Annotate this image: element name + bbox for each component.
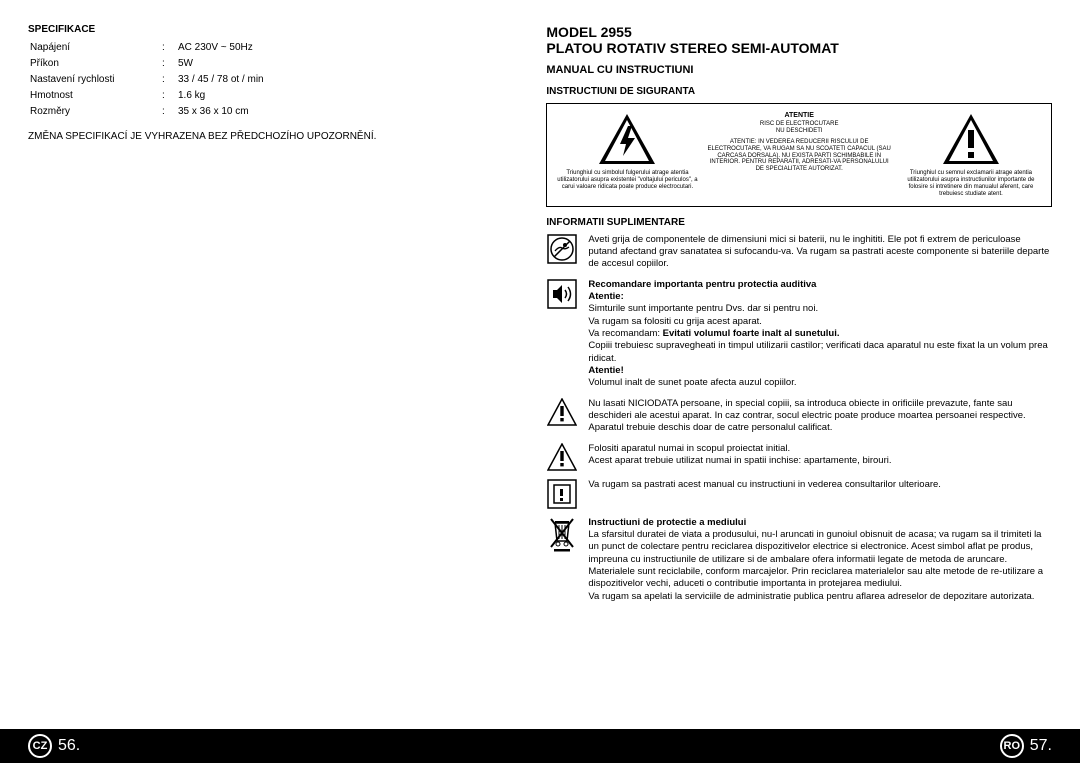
info-row-purpose: Folositi aparatul numai in scopul proiec…: [546, 443, 1052, 471]
spec-table: Napájení:AC 230V ~ 50Hz Příkon:5W Nastaven…: [28, 39, 266, 121]
page-number-right: 57.: [1030, 737, 1052, 755]
spec-row: Rozměry:35 x 36 x 10 cm: [30, 105, 264, 119]
warning-triangle-icon-2: [546, 443, 578, 471]
info-text-shock: Nu lasati NICIODATA persoane, in special…: [588, 398, 1052, 435]
hearing-attention2: Atentie!: [588, 365, 1052, 377]
info-text-smallparts: Aveti grija de componentele de dimensiun…: [588, 234, 1052, 271]
spec-value: 1.6 kg: [178, 89, 264, 103]
model-number: MODEL 2955: [546, 24, 1052, 40]
info-text-purpose: Folositi aparatul numai in scopul proiec…: [588, 443, 1052, 471]
spec-row: Nastavení rychlosti:33 / 45 / 78 ot / mi…: [30, 73, 264, 87]
warn-text-shock: Triunghiul cu simbolul fulgerului atrage…: [555, 170, 699, 191]
hearing-line-a: Simturile sunt importante pentru Dvs. da…: [588, 303, 1052, 315]
manual-title: MANUAL CU INSTRUCTIUNI: [546, 64, 1052, 76]
spec-value: 5W: [178, 57, 264, 71]
page: SPECIFIKACE Napájení:AC 230V ~ 50Hz Příko…: [0, 0, 1080, 720]
spec-label: Příkon: [30, 57, 160, 71]
manual-icon: [546, 479, 578, 509]
page-number-left: 56.: [58, 737, 80, 755]
spec-label: Rozměry: [30, 105, 160, 119]
safety-header: INSTRUCTIUNI DE SIGURANTA: [546, 86, 1052, 97]
page-footer: CZ 56. RO 57.: [0, 729, 1080, 763]
supplementary-header: INFORMATII SUPLIMENTARE: [546, 217, 1052, 228]
spec-value: 35 x 36 x 10 cm: [178, 105, 264, 119]
warn-risk: RISC DE ELECTROCUTARE NU DESCHIDETI: [760, 121, 839, 135]
lightning-triangle-icon: [597, 112, 657, 166]
country-code-right: RO: [1000, 734, 1024, 758]
footer-left: CZ 56.: [28, 734, 80, 758]
warn-head: ATENTIE: [784, 112, 813, 119]
info-row-shock: Nu lasati NICIODATA persoane, in special…: [546, 398, 1052, 435]
exclaim-triangle-icon: [941, 112, 1001, 166]
product-title: PLATOU ROTATIV STEREO SEMI-AUTOMAT: [546, 40, 1052, 56]
info-text-manual: Va rugam sa pastrati acest manual cu ins…: [588, 479, 1052, 509]
info-row-hearing: Recomandare importanta pentru protectia …: [546, 279, 1052, 390]
info-text-environment: Instructiuni de protectie a mediului La …: [588, 517, 1052, 603]
hearing-line-b: Va rugam sa folositi cu grija acest apar…: [588, 316, 1052, 328]
footer-right: RO 57.: [1000, 734, 1052, 758]
right-column: MODEL 2955 PLATOU ROTATIV STEREO SEMI-AU…: [518, 0, 1080, 720]
hearing-line-c: Va recomandam: Evitati volumul foarte in…: [588, 328, 1052, 340]
spec-value: 33 / 45 / 78 ot / min: [178, 73, 264, 87]
spec-label: Napájení: [30, 41, 160, 55]
hearing-line-e: Volumul inalt de sunet poate afecta auzu…: [588, 377, 1052, 389]
warn-col-center: ATENTIE RISC DE ELECTROCUTARE NU DESCHID…: [706, 112, 893, 198]
hearing-icon: [546, 279, 578, 390]
spec-value: AC 230V ~ 50Hz: [178, 41, 264, 55]
info-row-smallparts: Aveti grija de componentele de dimensiun…: [546, 234, 1052, 271]
info-text-hearing: Recomandare importanta pentru protectia …: [588, 279, 1052, 390]
warn-text-exclaim: Triunghiul cu semnul exclamarii atrage a…: [899, 170, 1043, 198]
info-row-environment: Instructiuni de protectie a mediului La …: [546, 517, 1052, 603]
spec-label: Hmotnost: [30, 89, 160, 103]
warning-triangle-icon: [546, 398, 578, 435]
weee-bin-icon: [546, 517, 578, 603]
spec-title: SPECIFIKACE: [28, 24, 490, 35]
left-column: SPECIFIKACE Napájení:AC 230V ~ 50Hz Příko…: [0, 0, 518, 720]
spec-label: Nastavení rychlosti: [30, 73, 160, 87]
spec-row: Příkon:5W: [30, 57, 264, 71]
warn-col-exclaim: Triunghiul cu semnul exclamarii atrage a…: [899, 112, 1043, 198]
no-swallow-icon: [546, 234, 578, 271]
spec-row: Hmotnost:1.6 kg: [30, 89, 264, 103]
safety-warning-box: Triunghiul cu simbolul fulgerului atrage…: [546, 103, 1052, 207]
info-row-manual: Va rugam sa pastrati acest manual cu ins…: [546, 479, 1052, 509]
spec-row: Napájení:AC 230V ~ 50Hz: [30, 41, 264, 55]
hearing-line-d: Copiii trebuiesc supravegheati in timpul…: [588, 340, 1052, 365]
hearing-heading: Recomandare importanta pentru protectia …: [588, 279, 1052, 291]
hearing-attention: Atentie:: [588, 291, 1052, 303]
warn-col-shock: Triunghiul cu simbolul fulgerului atrage…: [555, 112, 699, 198]
warn-body: ATENTIE: IN VEDEREA REDUCERII RISCULUI D…: [706, 139, 893, 173]
spec-note: ZMĚNA SPECIFIKACÍ JE VYHRAZENA BEZ PŘEDC…: [28, 131, 490, 142]
country-code-left: CZ: [28, 734, 52, 758]
